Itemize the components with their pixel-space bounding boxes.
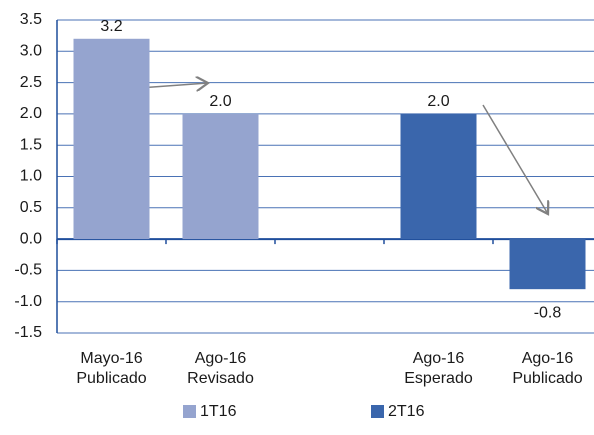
bar (509, 239, 586, 290)
y-tick-label: 3.5 (20, 11, 42, 28)
y-tick-label: 0.5 (20, 199, 42, 216)
y-tick-label: -0.5 (14, 262, 42, 279)
arrow (138, 83, 208, 88)
y-tick-label: 0.0 (20, 230, 42, 247)
bar (73, 38, 150, 240)
x-tick-label: Ago-16 Publicado (512, 350, 583, 387)
y-tick-label: -1.5 (14, 324, 42, 341)
x-tick-label: Ago-16 Esperado (404, 350, 473, 387)
bar (182, 113, 259, 240)
legend-swatch (183, 405, 196, 418)
arrow (482, 104, 548, 214)
y-tick-label: 3.0 (20, 43, 42, 60)
legend-label: 2T16 (388, 403, 425, 420)
y-tick-label: 1.0 (20, 168, 42, 185)
data-label: 2.0 (209, 93, 231, 110)
legend-label: 1T16 (200, 403, 237, 420)
legend-swatch (371, 405, 384, 418)
bar (400, 113, 477, 240)
y-tick-label: 1.5 (20, 136, 42, 153)
y-tick-label: -1.0 (14, 293, 42, 310)
data-label: -0.8 (534, 304, 562, 321)
x-tick-label: Mayo-16 Publicado (76, 350, 147, 387)
x-tick-label: Ago-16 Revisado (187, 350, 254, 387)
y-tick-label: 2.5 (20, 74, 42, 91)
data-label: 2.0 (427, 93, 449, 110)
y-tick-label: 2.0 (20, 105, 42, 122)
data-label: 3.2 (100, 18, 122, 35)
